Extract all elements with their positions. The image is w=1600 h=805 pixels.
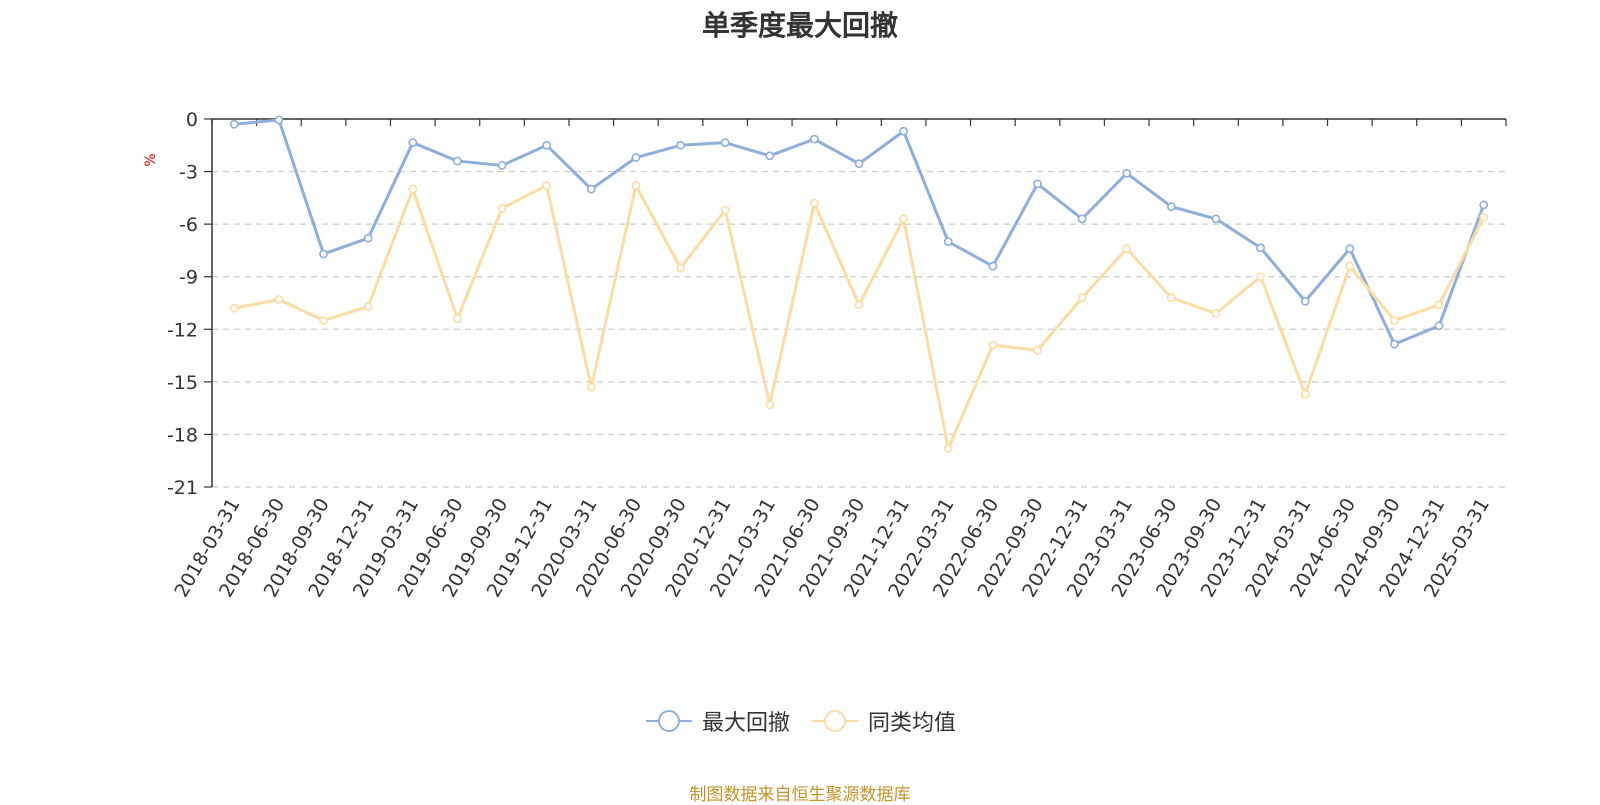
data-point[interactable] — [497, 161, 507, 170]
data-point[interactable] — [1077, 293, 1087, 303]
data-point[interactable] — [854, 300, 864, 310]
data-point[interactable] — [676, 263, 685, 273]
data-point[interactable] — [943, 237, 953, 247]
y-tick-label: -3 — [179, 162, 198, 184]
data-point[interactable] — [542, 140, 552, 150]
data-point[interactable] — [1390, 339, 1399, 349]
data-point[interactable] — [720, 205, 730, 215]
data-point[interactable] — [497, 203, 507, 213]
chart-title: 单季度最大回撤 — [701, 9, 898, 42]
legend: 最大回撤 同类均值 — [0, 705, 1600, 737]
data-point[interactable] — [1390, 316, 1399, 325]
data-point[interactable] — [586, 184, 596, 194]
data-point[interactable] — [319, 316, 328, 325]
legend-item-2[interactable]: 同类均值 — [810, 705, 956, 737]
data-point[interactable] — [1300, 389, 1310, 399]
data-point[interactable] — [1479, 200, 1489, 210]
data-point[interactable] — [899, 214, 909, 224]
legend-label: 同类均值 — [868, 711, 957, 736]
data-point[interactable] — [542, 181, 552, 190]
data-point[interactable] — [1345, 244, 1355, 254]
data-point[interactable] — [408, 184, 418, 194]
y-tick-label: 0 — [186, 109, 198, 131]
y-tick-label: -9 — [179, 267, 198, 289]
data-point[interactable] — [1345, 261, 1355, 271]
data-point[interactable] — [1300, 296, 1310, 306]
data-point[interactable] — [809, 134, 819, 144]
y-tick-label: -6 — [179, 214, 198, 236]
grid-lines — [212, 170, 1506, 488]
data-point[interactable] — [854, 159, 864, 169]
data-point[interactable] — [1479, 212, 1489, 222]
data-point[interactable] — [899, 126, 909, 136]
data-point[interactable] — [1211, 309, 1221, 318]
data-point[interactable] — [1256, 243, 1265, 253]
data-point[interactable] — [1033, 179, 1042, 189]
source-note: 制图数据来自恒生聚源数据库 — [689, 785, 911, 805]
data-point[interactable] — [1434, 321, 1444, 331]
legend-item-1[interactable]: 最大回撤 — [644, 705, 790, 737]
data-point[interactable] — [1256, 272, 1265, 282]
y-tick-label: -21 — [167, 477, 198, 499]
data-point[interactable] — [586, 382, 596, 392]
data-point[interactable] — [1077, 214, 1087, 224]
data-point[interactable] — [229, 303, 239, 313]
data-point[interactable] — [676, 140, 685, 150]
data-point[interactable] — [988, 340, 998, 350]
data-point[interactable] — [1033, 345, 1042, 355]
axes: 0-3-6-9-12-15-18-212018-03-312018-06-302… — [167, 109, 1507, 601]
data-point[interactable] — [453, 156, 462, 166]
y-tick-label: -12 — [167, 319, 198, 341]
data-point[interactable] — [1122, 168, 1132, 178]
data-point[interactable] — [631, 153, 641, 162]
data-point[interactable] — [1211, 214, 1221, 224]
data-point[interactable] — [943, 444, 953, 453]
series-1 — [229, 115, 1489, 349]
data-point[interactable] — [408, 138, 418, 148]
data-point[interactable] — [1166, 293, 1176, 303]
data-point[interactable] — [765, 400, 775, 410]
data-point[interactable] — [363, 233, 373, 243]
legend-label: 最大回撤 — [701, 711, 790, 736]
data-point[interactable] — [720, 138, 730, 148]
legend-swatch-icon — [812, 710, 858, 732]
data-point[interactable] — [1122, 244, 1132, 254]
data-point[interactable] — [319, 249, 328, 259]
y-tick-label: -18 — [167, 424, 198, 446]
data-point[interactable] — [363, 302, 373, 311]
data-point[interactable] — [809, 198, 819, 208]
data-point[interactable] — [453, 314, 462, 324]
data-point[interactable] — [229, 119, 239, 129]
series-line — [234, 184, 1486, 450]
series-2 — [229, 181, 1489, 453]
y-axis-label: % — [143, 153, 159, 166]
series-lines — [229, 115, 1489, 453]
y-tick-label: -15 — [167, 372, 198, 394]
data-point[interactable] — [1166, 202, 1176, 212]
data-point[interactable] — [765, 151, 775, 161]
legend-swatch-icon — [645, 710, 692, 732]
data-point[interactable] — [631, 181, 641, 190]
data-point[interactable] — [274, 295, 284, 304]
data-point[interactable] — [988, 261, 998, 271]
series-line — [234, 118, 1486, 346]
data-point[interactable] — [274, 115, 284, 125]
data-point[interactable] — [1434, 300, 1444, 310]
